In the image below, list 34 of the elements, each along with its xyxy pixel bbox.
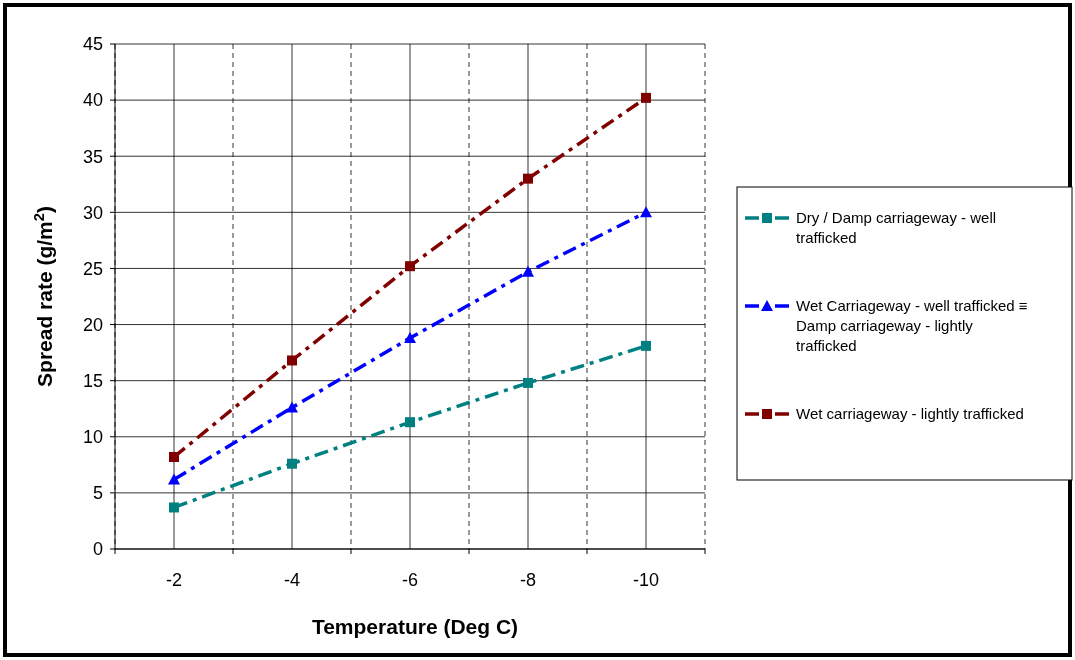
y-tick-label: 40 bbox=[82, 90, 103, 111]
point bbox=[287, 458, 297, 469]
y-tick-label: 45 bbox=[82, 34, 103, 55]
x-tick-label: -8 bbox=[519, 570, 537, 590]
point bbox=[405, 417, 415, 428]
point bbox=[169, 451, 179, 462]
x-axis-title: Temperature (Deg C) bbox=[311, 615, 519, 638]
y-tick-label: 15 bbox=[82, 370, 103, 391]
point bbox=[169, 502, 179, 513]
y-tick-label: 35 bbox=[82, 146, 103, 167]
y-tick-label: 10 bbox=[82, 427, 103, 448]
legend-label: Dry / Damp carriageway - well trafficked bbox=[796, 209, 997, 247]
point bbox=[286, 401, 298, 413]
y-tick-label: 0 bbox=[92, 539, 103, 560]
point bbox=[405, 261, 415, 272]
point bbox=[404, 332, 416, 344]
x-tick-label: -2 bbox=[165, 570, 183, 590]
y-tick-label: 30 bbox=[82, 202, 103, 223]
point bbox=[641, 340, 651, 351]
point bbox=[523, 377, 533, 388]
point bbox=[168, 473, 180, 485]
point bbox=[287, 355, 297, 366]
y-tick-label: 25 bbox=[82, 258, 103, 279]
point bbox=[523, 173, 533, 184]
y-tick-label: 20 bbox=[82, 314, 103, 335]
legend-label: Wet carriageway - lightly trafficked bbox=[796, 405, 1024, 423]
point bbox=[641, 92, 651, 103]
point bbox=[522, 265, 534, 277]
point bbox=[640, 206, 652, 218]
legend-label: Wet Carriageway - well trafficked ≡ Damp carriageway - lightly trafficked bbox=[796, 297, 1028, 355]
x-tick-label: -6 bbox=[401, 570, 419, 590]
x-tick-label: -4 bbox=[283, 570, 301, 590]
y-tick-label: 5 bbox=[92, 483, 103, 504]
x-tick-label: -10 bbox=[632, 570, 660, 590]
